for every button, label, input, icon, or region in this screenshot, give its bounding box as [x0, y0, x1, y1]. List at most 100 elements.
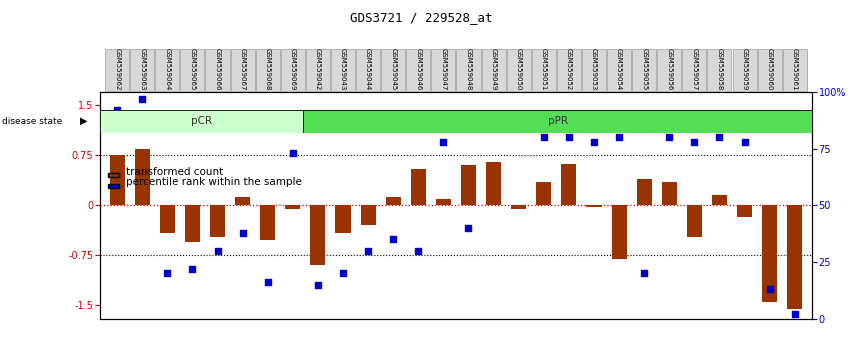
- Point: [160, 270, 174, 276]
- Bar: [737, 205, 752, 217]
- Text: GSM559050: GSM559050: [515, 48, 521, 90]
- Text: GSM559065: GSM559065: [190, 48, 196, 90]
- Point: [738, 139, 752, 145]
- Bar: [657, 49, 682, 91]
- Point: [261, 280, 275, 285]
- Bar: [532, 49, 556, 91]
- Bar: [303, 110, 812, 133]
- Point: [411, 248, 425, 253]
- Bar: [662, 182, 677, 205]
- Bar: [155, 49, 179, 91]
- Text: GSM559069: GSM559069: [290, 48, 296, 90]
- Text: GSM559062: GSM559062: [114, 48, 120, 90]
- Bar: [481, 49, 506, 91]
- Bar: [637, 179, 652, 205]
- Bar: [486, 162, 501, 205]
- Point: [386, 236, 400, 242]
- Text: GSM559044: GSM559044: [365, 48, 372, 90]
- Bar: [557, 49, 581, 91]
- Bar: [185, 205, 200, 242]
- Bar: [281, 49, 305, 91]
- Point: [763, 286, 777, 292]
- Bar: [135, 149, 150, 205]
- Text: pPR: pPR: [548, 116, 568, 126]
- Text: GSM559045: GSM559045: [391, 48, 397, 90]
- Text: GSM559060: GSM559060: [766, 48, 772, 90]
- Text: percentile rank within the sample: percentile rank within the sample: [126, 177, 301, 187]
- Bar: [335, 205, 351, 233]
- Text: GSM559047: GSM559047: [441, 48, 446, 90]
- Bar: [356, 49, 380, 91]
- Point: [185, 266, 199, 272]
- Bar: [511, 205, 527, 209]
- Bar: [561, 164, 577, 205]
- Point: [713, 135, 727, 140]
- Bar: [611, 205, 627, 259]
- Bar: [230, 49, 255, 91]
- Text: GSM559064: GSM559064: [165, 48, 171, 90]
- Text: GSM559042: GSM559042: [315, 48, 321, 90]
- Bar: [586, 205, 602, 207]
- Point: [286, 150, 300, 156]
- Point: [612, 135, 626, 140]
- Bar: [436, 199, 451, 205]
- Text: GSM559063: GSM559063: [139, 48, 145, 90]
- Text: GSM559051: GSM559051: [540, 48, 546, 90]
- Bar: [310, 205, 326, 265]
- Bar: [461, 165, 476, 205]
- Bar: [105, 49, 129, 91]
- Bar: [160, 205, 175, 233]
- Bar: [381, 49, 405, 91]
- Point: [487, 121, 501, 127]
- Text: GSM559058: GSM559058: [716, 48, 722, 90]
- Bar: [205, 49, 229, 91]
- Text: ▶: ▶: [81, 116, 87, 126]
- Text: GSM559061: GSM559061: [792, 48, 798, 90]
- Bar: [410, 169, 426, 205]
- Bar: [607, 49, 631, 91]
- Bar: [110, 155, 125, 205]
- Text: GSM559057: GSM559057: [691, 48, 697, 90]
- Point: [537, 135, 551, 140]
- Bar: [536, 182, 552, 205]
- Bar: [787, 205, 802, 309]
- Point: [311, 282, 325, 287]
- Bar: [582, 49, 606, 91]
- Text: GSM559048: GSM559048: [466, 48, 471, 90]
- Bar: [632, 49, 656, 91]
- Point: [637, 270, 651, 276]
- Text: pCR: pCR: [191, 116, 212, 126]
- Point: [336, 270, 350, 276]
- Point: [236, 230, 249, 235]
- Bar: [235, 197, 250, 205]
- Bar: [733, 49, 757, 91]
- Bar: [210, 205, 225, 237]
- Text: GSM559043: GSM559043: [340, 48, 346, 90]
- Bar: [708, 49, 732, 91]
- Point: [587, 139, 601, 145]
- Text: GSM559046: GSM559046: [416, 48, 421, 90]
- Text: GSM559053: GSM559053: [591, 48, 597, 90]
- Bar: [687, 205, 701, 237]
- Bar: [712, 195, 727, 205]
- Point: [662, 135, 676, 140]
- Text: transformed count: transformed count: [126, 167, 223, 177]
- Bar: [260, 205, 275, 240]
- Bar: [180, 49, 204, 91]
- Bar: [285, 205, 301, 209]
- Point: [688, 139, 701, 145]
- Bar: [507, 49, 531, 91]
- Text: GDS3721 / 229528_at: GDS3721 / 229528_at: [350, 11, 493, 24]
- Bar: [456, 49, 481, 91]
- Bar: [306, 49, 330, 91]
- Point: [562, 135, 576, 140]
- Point: [361, 248, 375, 253]
- Point: [436, 139, 450, 145]
- Bar: [783, 49, 807, 91]
- Text: GSM559059: GSM559059: [741, 48, 747, 90]
- Bar: [682, 49, 707, 91]
- Point: [462, 225, 475, 231]
- Bar: [360, 205, 376, 225]
- Bar: [385, 197, 401, 205]
- Point: [135, 96, 149, 102]
